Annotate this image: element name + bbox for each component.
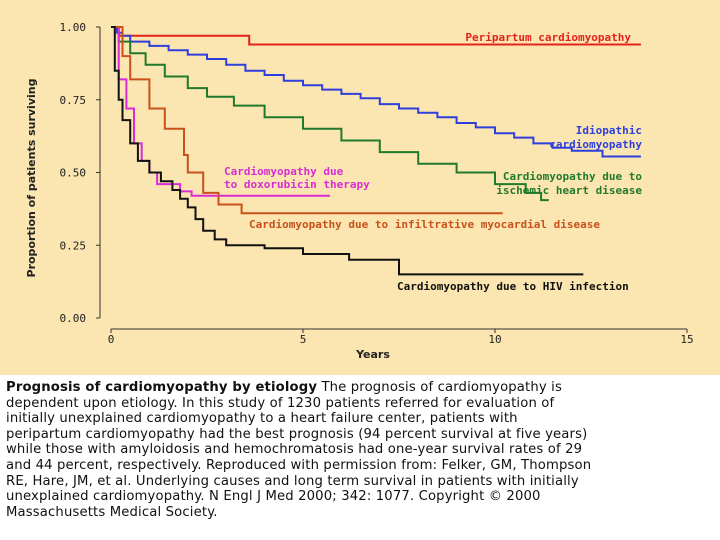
- ischemic-label: ischemic heart disease: [496, 184, 642, 197]
- axes-layer: 0.00 0.25 0.50 0.75 1.00 0 5 10 15 Years Proportio…: [25, 21, 694, 361]
- idiopathic-line: [111, 26, 641, 158]
- idiopathic-label: cardiomyopathy: [549, 138, 642, 151]
- y-tick-label: 0.50: [60, 167, 87, 180]
- infiltrative-label: Cardiomyopathy due to infiltrative myoca…: [249, 218, 600, 231]
- ischemic-label: Cardiomyopathy due to: [503, 170, 642, 183]
- caption: Prognosis of cardiomyopathy by etiology …: [0, 375, 720, 520]
- survival-chart: 0.00 0.25 0.50 0.75 1.00 0 5 10 15 Years Proportio…: [25, 21, 694, 361]
- plot-panel: 0.00 0.25 0.50 0.75 1.00 0 5 10 15 Years Proportio…: [0, 0, 720, 375]
- hiv-label: Cardiomyopathy due to HIV infection: [397, 280, 629, 293]
- x-tick-label: 5: [300, 333, 307, 346]
- x-tick-label: 10: [488, 333, 501, 346]
- y-tick-label: 1.00: [60, 21, 87, 34]
- y-tick-label: 0.75: [60, 94, 87, 107]
- doxorubicin-label: to doxorubicin therapy: [224, 178, 370, 191]
- doxorubicin-label: Cardiomyopathy due: [224, 165, 344, 178]
- caption-body: dependent upon etiology. In this study o…: [6, 395, 592, 520]
- series-layer: [111, 26, 641, 276]
- x-tick-label: 15: [680, 333, 693, 346]
- ischemic-line: [111, 26, 549, 202]
- labels-layer: Peripartum cardiomyopathy Idiopathiccardi…: [224, 31, 642, 293]
- idiopathic-label: Idiopathic: [576, 124, 642, 137]
- caption-title: Prognosis of cardiomyopathy by etiology: [6, 380, 318, 395]
- hiv-line: [111, 26, 584, 276]
- caption-body-first-line: The prognosis of cardiomyopathy is: [317, 380, 562, 395]
- y-tick-label: 0.25: [60, 239, 87, 252]
- caption-panel: Prognosis of cardiomyopathy by etiology …: [0, 375, 720, 540]
- y-tick-label: 0.00: [60, 312, 87, 325]
- y-axis-title: Proportion of patients surviving: [25, 79, 38, 278]
- infiltrative-line: [111, 26, 503, 215]
- x-tick-label: 0: [108, 333, 115, 346]
- x-axis-title: Years: [355, 348, 390, 361]
- peripartum-label: Peripartum cardiomyopathy: [465, 31, 631, 44]
